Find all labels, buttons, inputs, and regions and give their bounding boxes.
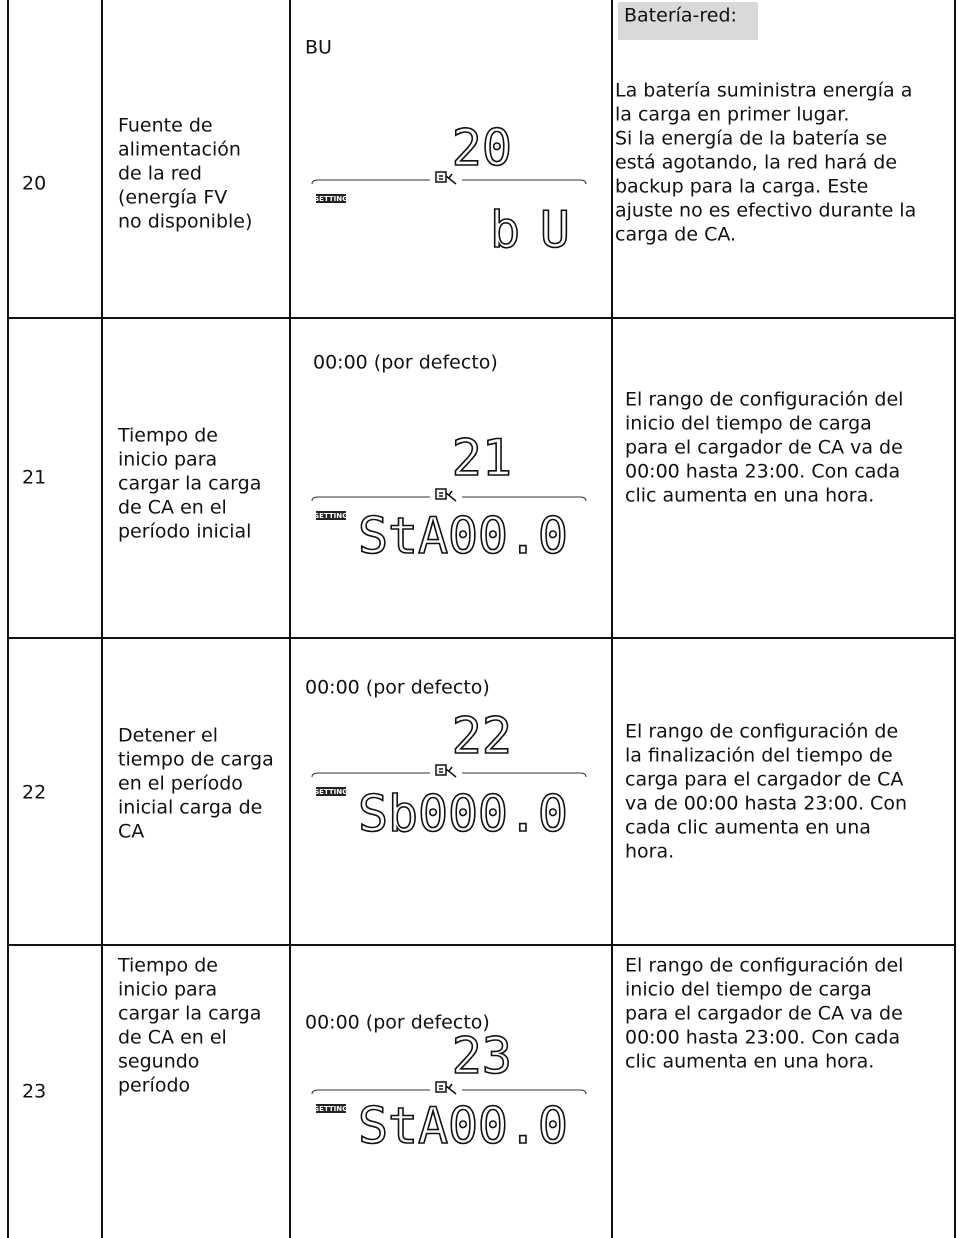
parameter-line: CA	[118, 821, 144, 843]
setting-tag: SETTING	[314, 788, 348, 796]
lcd-line	[311, 772, 587, 778]
description-line: clic aumenta en una hora.	[625, 485, 874, 507]
parameter-line: inicio para	[118, 979, 217, 1001]
heading-bg	[618, 2, 758, 40]
description-line: la carga en primer lugar.	[615, 104, 849, 126]
description-line: clic aumenta en una hora.	[625, 1051, 874, 1073]
lcd-value: StA00.0	[358, 507, 568, 565]
setting-tag: SETTING	[314, 195, 348, 203]
description-line: inicio del tiempo de carga	[625, 413, 872, 435]
description-line: backup para la carga. Este	[615, 176, 868, 198]
row-number: 20	[22, 173, 46, 195]
parameter-line: inicio para	[118, 449, 217, 471]
setting-tag-box	[316, 194, 346, 203]
wrench-icon	[435, 171, 457, 185]
parameter-line: inicial carga de	[118, 797, 262, 819]
setting-tag: SETTING	[314, 512, 348, 520]
description-line: está agotando, la red hará de	[615, 152, 897, 174]
lcd-value: Sb000.0	[358, 785, 568, 843]
description-line: Si la energía de la batería se	[615, 128, 887, 150]
description-line: El rango de configuración del	[625, 955, 903, 977]
parameter-line: segundo	[118, 1051, 199, 1073]
parameter-line: tiempo de carga	[118, 749, 274, 771]
parameter-line: Tiempo de	[117, 425, 218, 447]
setting-tag-box	[316, 1104, 346, 1113]
parameter-line: Fuente de	[118, 115, 213, 137]
description-line: 00:00 hasta 23:00. Con cada	[625, 1027, 900, 1049]
parameter-line: no disponible)	[118, 211, 252, 233]
parameter-line: cargar la carga	[118, 1003, 261, 1025]
lcd-code: 23	[452, 1027, 512, 1085]
lcd-value: bU	[490, 201, 570, 259]
description-line: El rango de configuración del	[625, 389, 903, 411]
row-number: 21	[22, 467, 46, 489]
description-line: la finalización del tiempo de	[625, 745, 893, 767]
parameter-line: Detener el	[118, 725, 218, 747]
parameter-line: cargar la carga	[118, 473, 261, 495]
lcd-code: 21	[452, 429, 512, 487]
parameter-line: de CA en el	[118, 497, 227, 519]
parameter-line: de CA en el	[118, 1027, 227, 1049]
description-line: carga de CA.	[615, 224, 736, 246]
parameter-line: en el período	[118, 773, 243, 795]
description-line: ajuste no es efectivo durante la	[615, 200, 916, 222]
heading: Batería-red:	[624, 5, 737, 27]
lcd-code: 22	[452, 707, 512, 765]
description-line: va de 00:00 hasta 23:00. Con	[625, 793, 907, 815]
lcd-line	[311, 496, 587, 502]
default-value: 00:00 (por defecto)	[313, 352, 498, 374]
parameter-line: Tiempo de	[117, 955, 218, 977]
wrench-icon	[435, 764, 457, 778]
wrench-icon	[435, 488, 457, 502]
description-line: cada clic aumenta en una	[625, 817, 871, 839]
row-number: 22	[22, 782, 46, 804]
row-number: 23	[22, 1081, 46, 1103]
wrench-icon	[435, 1081, 457, 1095]
description-line: La batería suministra energía a	[615, 80, 912, 102]
parameter-line: período	[118, 1075, 190, 1097]
description-line: hora.	[625, 841, 674, 863]
description-line: para el cargador de CA va de	[625, 437, 903, 459]
description-line: 00:00 hasta 23:00. Con cada	[625, 461, 900, 483]
default-value: 00:00 (por defecto)	[305, 677, 490, 699]
parameter-line: (energía FV	[118, 187, 227, 209]
lcd-line	[311, 1089, 587, 1095]
setting-tag: SETTING	[314, 1105, 348, 1113]
parameter-line: período inicial	[118, 521, 251, 543]
setting-tag-box	[316, 511, 346, 520]
description-line: inicio del tiempo de carga	[625, 979, 872, 1001]
description-line: El rango de configuración de	[625, 721, 898, 743]
description-line: carga para el cargador de CA	[625, 769, 903, 791]
default-value: BU	[305, 37, 332, 59]
parameter-line: de la red	[118, 163, 202, 185]
lcd-code: 20	[452, 119, 512, 177]
lcd-value: StA00.0	[358, 1097, 568, 1155]
lcd-line	[311, 179, 587, 185]
setting-tag-box	[316, 787, 346, 796]
description-line: para el cargador de CA va de	[625, 1003, 903, 1025]
default-value: 00:00 (por defecto)	[305, 1012, 490, 1034]
parameter-line: alimentación	[118, 139, 241, 161]
